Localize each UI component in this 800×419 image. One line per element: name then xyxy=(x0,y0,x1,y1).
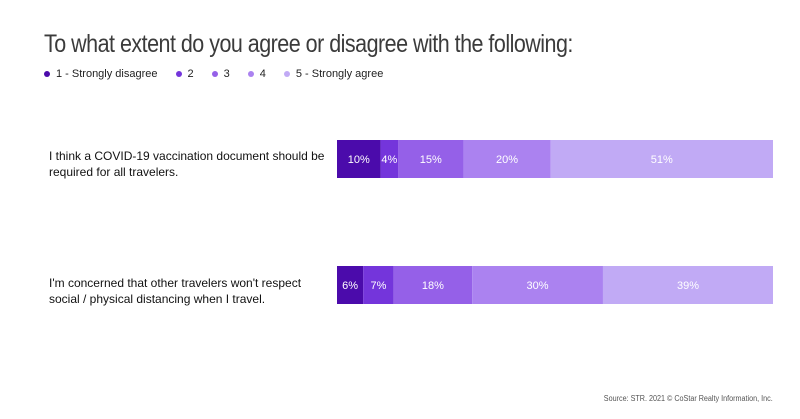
bar-value-label-1-3: 15% xyxy=(420,154,442,166)
bar-value-label-2-1: 6% xyxy=(342,280,358,292)
bar-segment-2-5 xyxy=(602,266,773,304)
bar-segment-1-5 xyxy=(550,140,773,178)
bar-value-label-1-4: 20% xyxy=(496,154,518,166)
legend-swatch-3 xyxy=(211,71,218,77)
bar-value-label-1-1: 10% xyxy=(348,154,370,166)
legend: 1 - Strongly disagree 2 3 4 5 - Strongly… xyxy=(44,68,401,80)
legend-item-2: 2 xyxy=(175,68,194,80)
chart-title: To what extent do you agree or disagree … xyxy=(44,30,573,58)
legend-item-3: 3 xyxy=(211,68,230,80)
bar-value-label-2-5: 39% xyxy=(677,280,699,292)
category-label-2: I'm concerned that other travelers won't… xyxy=(49,276,302,306)
legend-swatch-4 xyxy=(247,71,254,77)
bar-segment-1-4 xyxy=(463,140,551,178)
bar-segment-2-4 xyxy=(472,266,603,304)
legend-label-3: 3 xyxy=(223,68,230,80)
bar-value-label-2-3: 18% xyxy=(422,280,444,292)
legend-swatch-2 xyxy=(175,71,182,77)
bar-segment-1-1 xyxy=(337,140,381,178)
legend-label-5: 5 - Strongly agree xyxy=(295,68,384,80)
legend-label-4: 4 xyxy=(259,68,266,80)
bar-segment-2-3 xyxy=(393,266,473,304)
bar-value-label-2-2: 7% xyxy=(370,280,386,292)
legend-swatch-1 xyxy=(44,71,50,77)
bar-value-label-1-5: 51% xyxy=(651,154,673,166)
legend-label-1: 1 - Strongly disagree xyxy=(56,68,158,80)
legend-swatch-5 xyxy=(283,71,290,77)
legend-item-5: 5 - Strongly agree xyxy=(283,68,384,80)
legend-label-2: 2 xyxy=(187,68,194,80)
bar-segment-2-2 xyxy=(363,266,394,304)
legend-item-4: 4 xyxy=(247,68,266,80)
bar-segment-2-1 xyxy=(337,266,364,304)
source-note: Source: STR. 2021 © CoStar Realty Inform… xyxy=(604,394,773,403)
bar-segment-1-2 xyxy=(380,140,399,178)
bar-value-label-1-2: 4% xyxy=(381,154,397,166)
bar-value-label-2-4: 30% xyxy=(527,280,549,292)
legend-item-1: 1 - Strongly disagree xyxy=(44,68,158,80)
category-label-1: I think a COVID-19 vaccination document … xyxy=(49,149,325,179)
bar-segment-1-3 xyxy=(398,140,464,178)
